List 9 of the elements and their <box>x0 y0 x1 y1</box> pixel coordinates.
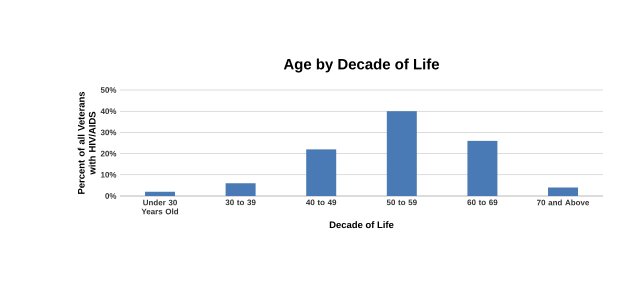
bar <box>386 111 417 196</box>
x-axis-title: Decade of Life <box>330 221 394 228</box>
bar <box>467 140 498 196</box>
bar <box>226 183 256 196</box>
y-axis-title: Percent of all Veterans with HIV/AIDS <box>78 92 96 194</box>
bar <box>548 188 578 196</box>
bar <box>306 149 336 196</box>
chart-title: Age by Decade of Life <box>284 58 440 73</box>
bar <box>145 192 175 196</box>
